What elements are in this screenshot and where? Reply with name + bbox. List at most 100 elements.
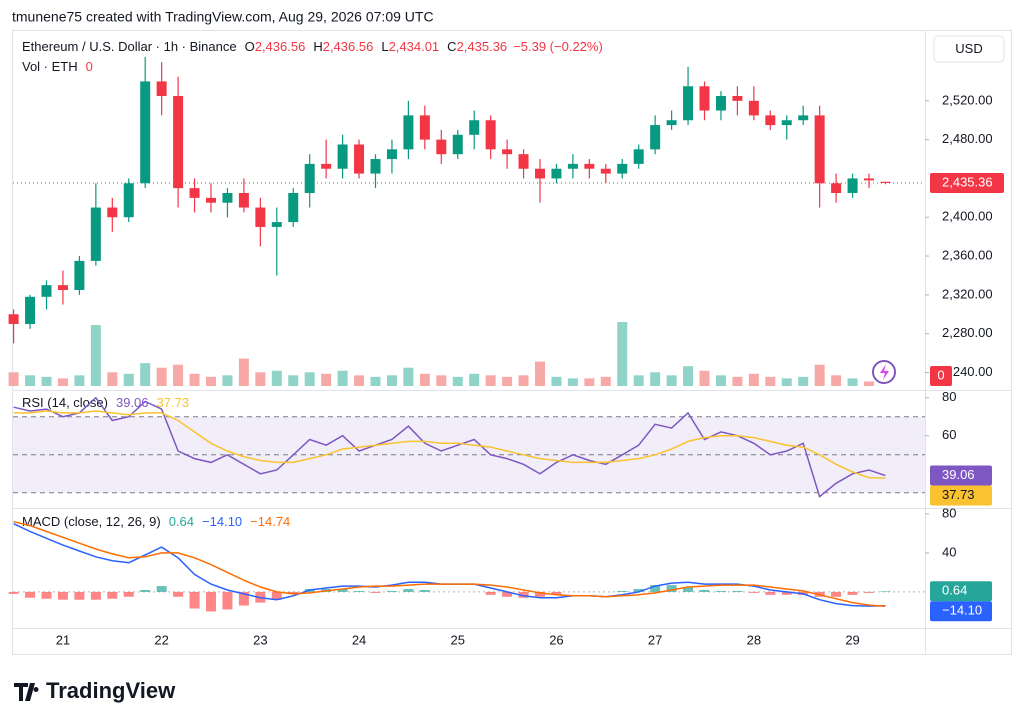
y-tick-label: 2,240.00 xyxy=(942,364,993,379)
histogram-bar xyxy=(633,588,644,592)
volume-box xyxy=(930,366,952,386)
volume-bar xyxy=(699,370,710,386)
logo-text: TradingView xyxy=(46,678,176,703)
candle-body xyxy=(123,183,134,218)
readout-value: −14.74 xyxy=(250,514,290,529)
volume-bar xyxy=(370,376,381,386)
histogram-bar xyxy=(535,591,545,597)
histogram-bar xyxy=(683,587,694,592)
candle-body xyxy=(666,120,677,126)
candle-body xyxy=(255,207,266,227)
volume-bar xyxy=(535,361,545,386)
readout-value: 2,436.56 xyxy=(255,39,306,54)
x-tick-label: 24 xyxy=(352,632,366,647)
histogram-bar xyxy=(518,591,529,598)
volume-bar xyxy=(600,376,611,386)
axis-value-box xyxy=(930,485,992,506)
candle-body xyxy=(864,178,874,181)
candle-body xyxy=(386,149,397,160)
histogram-bar xyxy=(699,589,710,592)
axis-value-label: 0.64 xyxy=(942,583,967,598)
volume-bar xyxy=(189,373,200,386)
assistant-icon[interactable] xyxy=(872,360,896,384)
candle-body xyxy=(206,197,216,203)
histogram-bar xyxy=(732,590,743,592)
volume-bar xyxy=(271,370,282,386)
axis-value-box xyxy=(930,465,992,486)
histogram-bar xyxy=(502,591,513,597)
candle-body xyxy=(140,81,151,184)
histogram-bar xyxy=(864,591,874,593)
volume-bar xyxy=(567,378,578,386)
histogram-bar xyxy=(666,585,677,592)
currency-button[interactable] xyxy=(933,35,1005,63)
candle-body xyxy=(74,260,85,291)
volume-bar xyxy=(222,375,233,386)
candle-body xyxy=(90,207,101,261)
axis-value-label: 37.73 xyxy=(942,487,975,502)
histogram-bar xyxy=(288,591,299,594)
candle-body xyxy=(189,188,200,198)
histogram-bar xyxy=(386,590,397,592)
volume-bar xyxy=(206,376,216,386)
volume-bar xyxy=(748,373,759,386)
candle-body xyxy=(469,120,480,135)
x-tick-label: 25 xyxy=(451,632,465,647)
candle-body xyxy=(617,163,628,174)
icon-bolt[interactable] xyxy=(880,364,889,380)
volume-bar xyxy=(123,373,134,386)
volume-bar xyxy=(304,372,315,386)
logo-mark xyxy=(14,683,39,701)
candle-body xyxy=(321,163,332,169)
volume-bar xyxy=(386,375,397,386)
volume-bar xyxy=(41,376,52,386)
histogram-bar xyxy=(847,591,858,595)
volume-bar xyxy=(781,378,792,386)
volume-bar xyxy=(255,372,266,386)
candle-body xyxy=(304,163,315,193)
volume-bar xyxy=(864,381,874,386)
histogram-bar xyxy=(715,590,726,592)
histogram-bar xyxy=(156,586,167,592)
candle-body xyxy=(748,100,759,116)
volume-bar xyxy=(518,375,529,386)
volume-bar xyxy=(107,372,118,386)
histogram-bar xyxy=(551,591,562,595)
indicator-line xyxy=(13,520,886,608)
candle-body xyxy=(222,192,233,203)
histogram-bar xyxy=(271,591,282,600)
volume-bar xyxy=(502,376,513,386)
indicator-title: MACD (close, 12, 26, 9) xyxy=(22,514,161,529)
histogram-bar xyxy=(74,591,85,600)
y-tick-label: 2,520.00 xyxy=(942,92,993,107)
histogram-bar xyxy=(419,589,430,592)
candle-body xyxy=(847,178,858,193)
y-tick-label: 2,280.00 xyxy=(942,325,993,340)
volume-name: Vol · ETH xyxy=(22,59,78,74)
volume-bar xyxy=(90,325,101,386)
currency[interactable]: USD xyxy=(955,41,982,56)
readout-value: 37.73 xyxy=(157,395,190,410)
x-tick-label: 29 xyxy=(845,632,859,647)
volume-bar xyxy=(25,375,36,386)
volume-bar xyxy=(452,376,463,386)
candle-body xyxy=(798,115,809,121)
volume-bar xyxy=(436,375,447,386)
candle-body xyxy=(699,86,710,111)
candle-body xyxy=(238,192,249,208)
readout-value: 2,435.36 xyxy=(457,39,508,54)
y-tick-label: 40 xyxy=(942,544,956,559)
symbol-title: Ethereum / U.S. Dollar · 1h · Binance xyxy=(22,39,237,54)
volume-bar xyxy=(633,375,644,386)
candle-body xyxy=(633,149,644,164)
histogram-bar xyxy=(650,585,661,592)
volume-bar xyxy=(847,378,858,386)
readout-value: 2,434.01 xyxy=(389,39,440,54)
histogram-bar xyxy=(206,591,216,612)
histogram-bar xyxy=(107,591,118,599)
volume-bar xyxy=(173,364,184,386)
volume-legend: Vol · ETH 0 xyxy=(22,59,93,74)
volume-bar xyxy=(8,372,19,386)
candle-body xyxy=(8,314,19,324)
